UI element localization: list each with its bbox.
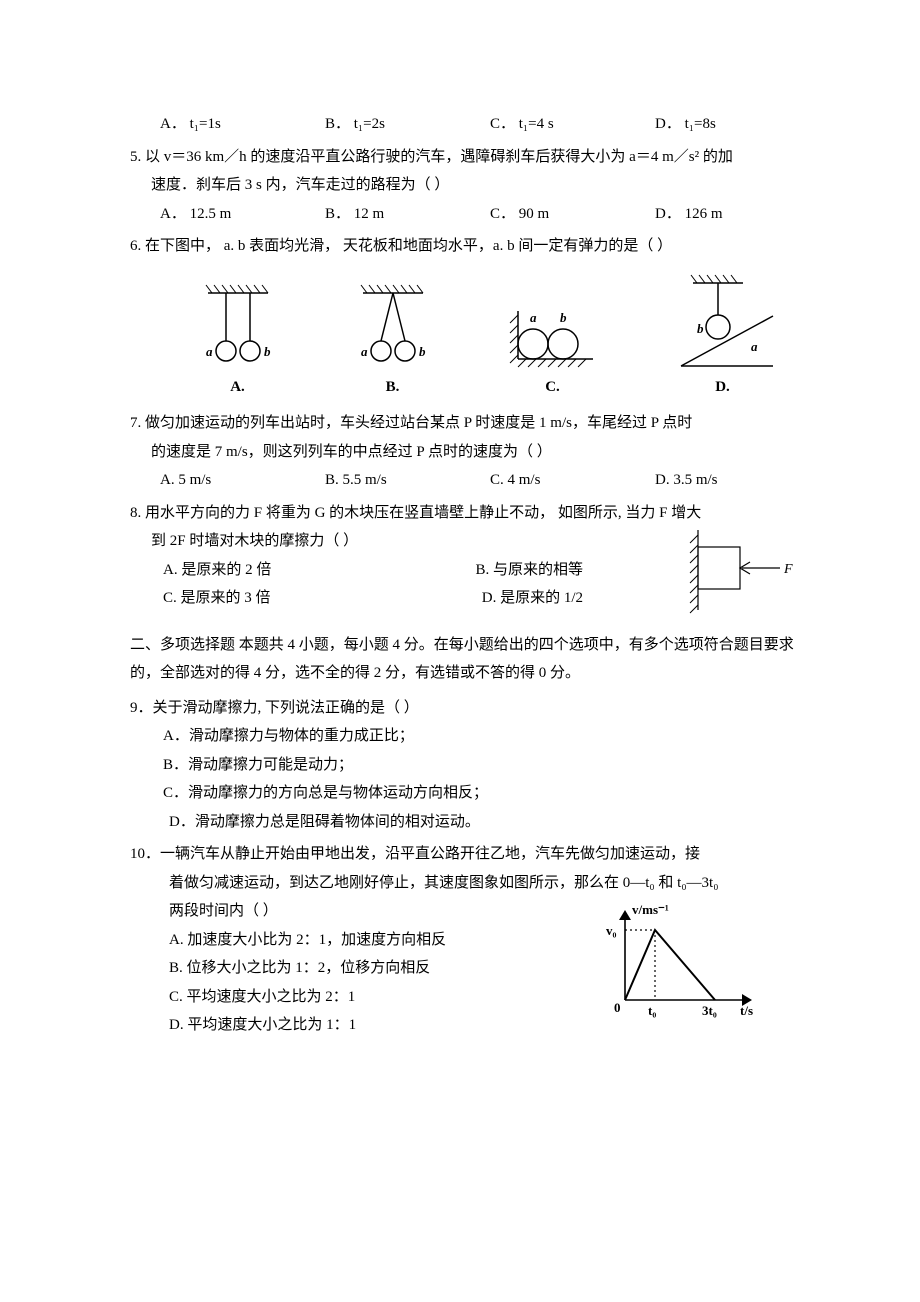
q6-label-b: B. — [343, 373, 443, 402]
q4-opt-d: D． t₁=8s — [655, 110, 810, 139]
svg-text:b: b — [560, 310, 567, 325]
svg-text:3t₀: 3t₀ — [702, 1003, 717, 1018]
q6-label-a: A. — [188, 373, 288, 402]
q9-opt-a: A．滑动摩擦力与物体的重力成正比； — [130, 722, 810, 751]
svg-text:a: a — [751, 339, 758, 354]
svg-text:v₀: v₀ — [606, 923, 617, 938]
q5-text1: 5. 以 v＝36 km／h 的速度沿平直公路行驶的汽车，遇障碍刹车后获得大小为… — [130, 143, 810, 172]
q8-opt-c: C. 是原来的 3 倍 — [163, 584, 271, 613]
q7: 7. 做匀加速运动的列车出站时，车头经过站台某点 P 时速度是 1 m/s，车尾… — [130, 409, 810, 495]
q8-text1: 8. 用水平方向的力 F 将重为 G 的木块压在竖直墙壁上静止不动， 如图所示,… — [130, 499, 810, 528]
q9-opt-b: B．滑动摩擦力可能是动力； — [130, 751, 810, 780]
q10: 10．一辆汽车从静止开始由甲地出发，沿平直公路开往乙地，汽车先做匀加速运动，接 … — [130, 840, 810, 1040]
svg-text:F: F — [783, 562, 793, 577]
q7-opt-b: B. 5.5 m/s — [325, 466, 480, 495]
q4-opt-c: C． t₁=4 s — [490, 110, 645, 139]
q5-opt-b: B． 12 m — [325, 200, 480, 229]
q10-text1: 10．一辆汽车从静止开始由甲地出发，沿平直公路开往乙地，汽车先做匀加速运动，接 — [130, 840, 810, 869]
q6-text: 6. 在下图中， a. b 表面均光滑， 天花板和地面均水平，a. b 间一定有… — [130, 232, 810, 261]
q6-label-d: D. — [663, 373, 783, 402]
q6-fig-b: a b B. — [343, 281, 443, 402]
q8-opt-b: B. 与原来的相等 — [475, 556, 583, 585]
q6-label-c: C. — [498, 373, 608, 402]
q10-figure: v/ms⁻¹ v₀ 0 t₀ 3t₀ t/s — [600, 900, 770, 1031]
q6-fig-d: b a D. — [663, 271, 783, 402]
svg-text:0: 0 — [614, 1000, 621, 1015]
q9-opt-c: C．滑动摩擦力的方向总是与物体运动方向相反； — [130, 779, 810, 808]
q6-diagrams: a b A. — [160, 271, 810, 402]
svg-text:v/ms⁻¹: v/ms⁻¹ — [632, 902, 669, 917]
svg-text:b: b — [419, 344, 426, 359]
q4-opt-b: B． t₁=2s — [325, 110, 480, 139]
q6-fig-c: a b C. — [498, 281, 608, 402]
q8: 8. 用水平方向的力 F 将重为 G 的木块压在竖直墙壁上静止不动， 如图所示,… — [130, 499, 810, 613]
q7-opt-a: A. 5 m/s — [160, 466, 315, 495]
svg-text:b: b — [264, 344, 271, 359]
q5: 5. 以 v＝36 km／h 的速度沿平直公路行驶的汽车，遇障碍刹车后获得大小为… — [130, 143, 810, 229]
svg-text:t₀: t₀ — [648, 1003, 656, 1018]
section2-header: 二、多项选择题 本题共 4 小题，每小题 4 分。在每小题给出的四个选项中，有多… — [130, 631, 810, 688]
q7-opt-d: D. 3.5 m/s — [655, 466, 810, 495]
q7-text1: 7. 做匀加速运动的列车出站时，车头经过站台某点 P 时速度是 1 m/s，车尾… — [130, 409, 810, 438]
q9-text: 9．关于滑动摩擦力, 下列说法正确的是（ ） — [130, 694, 810, 723]
q8-opt-d: D. 是原来的 1/2 — [482, 584, 583, 613]
q8-figure: F — [680, 525, 800, 626]
svg-text:a: a — [530, 310, 537, 325]
q4-opt-a: A． t₁=1s — [160, 110, 315, 139]
q10-text2: 着做匀减速运动，到达乙地刚好停止，其速度图象如图所示，那么在 0—t₀ 和 t₀… — [130, 869, 810, 898]
q5-text2: 速度．刹车后 3 s 内，汽车走过的路程为（ ） — [130, 171, 810, 200]
q7-opt-c: C. 4 m/s — [490, 466, 645, 495]
q9: 9．关于滑动摩擦力, 下列说法正确的是（ ） A．滑动摩擦力与物体的重力成正比；… — [130, 694, 810, 837]
q7-text2: 的速度是 7 m/s，则这列列车的中点经过 P 点时的速度为（ ） — [130, 438, 810, 467]
q8-opt-a: A. 是原来的 2 倍 — [163, 556, 271, 585]
svg-text:t/s: t/s — [740, 1003, 753, 1018]
svg-text:a: a — [361, 344, 368, 359]
q5-opt-d: D． 126 m — [655, 200, 810, 229]
svg-text:b: b — [697, 321, 704, 336]
q4-options: A． t₁=1s B． t₁=2s C． t₁=4 s D． t₁=8s — [130, 110, 810, 139]
q9-opt-d: D．滑动摩擦力总是阻碍着物体间的相对运动。 — [130, 808, 810, 837]
q5-opt-c: C． 90 m — [490, 200, 645, 229]
q6: 6. 在下图中， a. b 表面均光滑， 天花板和地面均水平，a. b 间一定有… — [130, 232, 810, 401]
svg-text:a: a — [206, 344, 213, 359]
q6-fig-a: a b A. — [188, 281, 288, 402]
q5-opt-a: A． 12.5 m — [160, 200, 315, 229]
